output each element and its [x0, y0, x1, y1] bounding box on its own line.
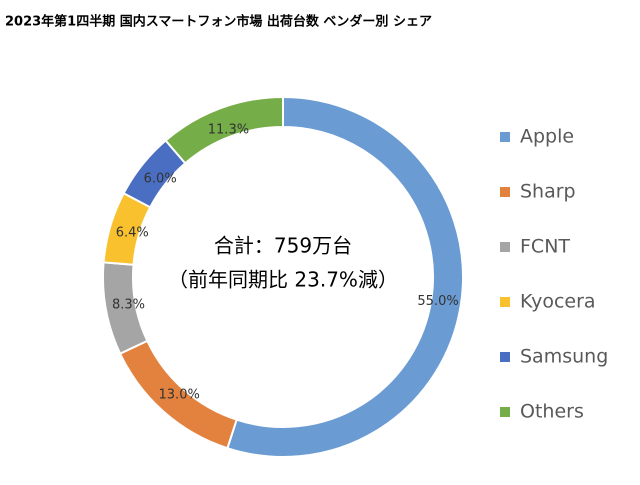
value-label: 55.0%	[417, 294, 458, 309]
center-change: （前年同期比 23.7%減）	[168, 268, 398, 292]
chart-title: 2023年第1四半期 国内スマートフォン市場 出荷台数 ベンダー別 シェア	[5, 14, 432, 30]
value-label: 11.3%	[208, 122, 249, 137]
center-total: 合計：759万台	[214, 234, 352, 258]
value-label: 6.0%	[144, 172, 177, 187]
legend-swatch	[500, 132, 510, 142]
legend-label: Samsung	[520, 346, 608, 368]
legend-label: FCNT	[520, 236, 570, 258]
legend-label: Kyocera	[520, 291, 596, 313]
legend-swatch	[500, 187, 510, 197]
value-label: 13.0%	[159, 387, 200, 402]
legend-swatch	[500, 242, 510, 252]
legend-label: Sharp	[520, 181, 576, 203]
legend-label: Others	[520, 401, 584, 423]
legend-swatch	[500, 352, 510, 362]
legend-label: Apple	[520, 126, 574, 148]
value-label: 6.4%	[116, 226, 149, 241]
legend-swatch	[500, 407, 510, 417]
donut-slice	[226, 95, 464, 458]
donut-slice	[164, 95, 284, 165]
legend-swatch	[500, 297, 510, 307]
value-label: 8.3%	[112, 297, 145, 312]
